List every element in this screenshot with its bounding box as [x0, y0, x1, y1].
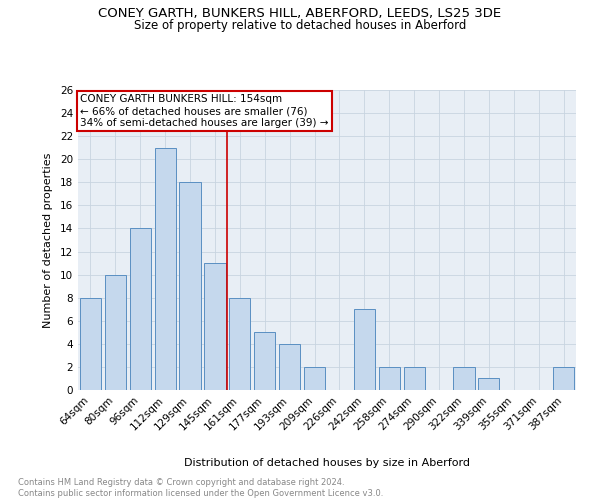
- Text: Distribution of detached houses by size in Aberford: Distribution of detached houses by size …: [184, 458, 470, 468]
- Y-axis label: Number of detached properties: Number of detached properties: [43, 152, 53, 328]
- Bar: [130, 228, 151, 390]
- Text: Contains HM Land Registry data © Crown copyright and database right 2024.
Contai: Contains HM Land Registry data © Crown c…: [18, 478, 383, 498]
- Bar: [229, 298, 250, 390]
- Bar: [379, 367, 400, 390]
- Text: CONEY GARTH, BUNKERS HILL, ABERFORD, LEEDS, LS25 3DE: CONEY GARTH, BUNKERS HILL, ABERFORD, LEE…: [98, 8, 502, 20]
- Bar: [179, 182, 200, 390]
- Text: CONEY GARTH BUNKERS HILL: 154sqm
← 66% of detached houses are smaller (76)
34% o: CONEY GARTH BUNKERS HILL: 154sqm ← 66% o…: [80, 94, 329, 128]
- Bar: [304, 367, 325, 390]
- Bar: [404, 367, 425, 390]
- Bar: [254, 332, 275, 390]
- Bar: [105, 274, 126, 390]
- Bar: [279, 344, 300, 390]
- Bar: [553, 367, 574, 390]
- Bar: [155, 148, 176, 390]
- Bar: [354, 309, 375, 390]
- Text: Size of property relative to detached houses in Aberford: Size of property relative to detached ho…: [134, 19, 466, 32]
- Bar: [454, 367, 475, 390]
- Bar: [205, 263, 226, 390]
- Bar: [80, 298, 101, 390]
- Bar: [478, 378, 499, 390]
